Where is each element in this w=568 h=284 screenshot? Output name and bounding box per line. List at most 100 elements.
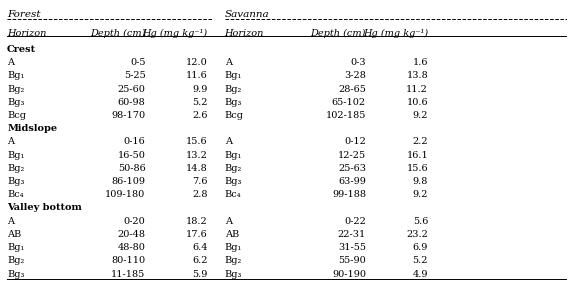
Text: Crest: Crest [7,45,36,54]
Text: Hg (mg kg⁻¹): Hg (mg kg⁻¹) [143,29,208,38]
Text: 5-25: 5-25 [124,71,145,80]
Text: 11-185: 11-185 [111,270,145,279]
Text: 5.2: 5.2 [412,256,428,265]
Text: Horizon: Horizon [225,29,264,38]
Text: Bg₂: Bg₂ [225,164,242,173]
Text: AB: AB [225,230,239,239]
Text: 14.8: 14.8 [186,164,208,173]
Text: 28-65: 28-65 [338,85,366,93]
Text: 12-25: 12-25 [338,151,366,160]
Text: 65-102: 65-102 [332,98,366,107]
Text: Bg₁: Bg₁ [7,243,24,252]
Text: 11.6: 11.6 [186,71,208,80]
Text: A: A [225,137,232,146]
Text: 5.2: 5.2 [192,98,208,107]
Text: A: A [7,217,14,226]
Text: A: A [7,137,14,146]
Text: 9.8: 9.8 [413,177,428,186]
Text: 0-16: 0-16 [124,137,145,146]
Text: Bg₁: Bg₁ [225,71,242,80]
Text: 3-28: 3-28 [344,71,366,80]
Text: 86-109: 86-109 [111,177,145,186]
Text: 6.9: 6.9 [413,243,428,252]
Text: Bg₁: Bg₁ [225,151,242,160]
Text: A: A [7,58,14,67]
Text: A: A [225,217,232,226]
Text: Midslope: Midslope [7,124,57,133]
Text: 0-5: 0-5 [130,58,145,67]
Text: 98-170: 98-170 [111,111,145,120]
Text: 99-188: 99-188 [332,190,366,199]
Text: 15.6: 15.6 [407,164,428,173]
Text: Bg₁: Bg₁ [7,151,24,160]
Text: 80-110: 80-110 [111,256,145,265]
Text: 48-80: 48-80 [118,243,145,252]
Text: 90-190: 90-190 [332,270,366,279]
Text: 23.2: 23.2 [406,230,428,239]
Text: Forest: Forest [7,10,40,19]
Text: 18.2: 18.2 [186,217,208,226]
Text: Bg₂: Bg₂ [7,85,24,93]
Text: 7.6: 7.6 [192,177,208,186]
Text: AB: AB [7,230,21,239]
Text: Bg₃: Bg₃ [225,177,242,186]
Text: 12.0: 12.0 [186,58,208,67]
Text: 102-185: 102-185 [325,111,366,120]
Text: Bg₂: Bg₂ [225,85,242,93]
Text: 9.9: 9.9 [193,85,208,93]
Text: Depth (cm): Depth (cm) [311,29,366,38]
Text: 15.6: 15.6 [186,137,208,146]
Text: Bg₃: Bg₃ [7,98,24,107]
Text: 13.2: 13.2 [186,151,208,160]
Text: Bg₁: Bg₁ [225,243,242,252]
Text: 63-99: 63-99 [338,177,366,186]
Text: 10.6: 10.6 [407,98,428,107]
Text: 5.6: 5.6 [413,217,428,226]
Text: Bg₃: Bg₃ [225,98,242,107]
Text: 2.6: 2.6 [192,111,208,120]
Text: Bcg: Bcg [7,111,26,120]
Text: Bg₂: Bg₂ [7,256,24,265]
Text: 1.6: 1.6 [412,58,428,67]
Text: 25-63: 25-63 [338,164,366,173]
Text: 25-60: 25-60 [118,85,145,93]
Text: 55-90: 55-90 [338,256,366,265]
Text: Hg (mg kg⁻¹): Hg (mg kg⁻¹) [363,29,428,38]
Text: Bg₂: Bg₂ [225,256,242,265]
Text: A: A [225,58,232,67]
Text: 2.8: 2.8 [192,190,208,199]
Text: Bcg: Bcg [225,111,244,120]
Text: Bg₃: Bg₃ [7,270,24,279]
Text: Valley bottom: Valley bottom [7,203,82,212]
Text: 109-180: 109-180 [105,190,145,199]
Text: 11.2: 11.2 [406,85,428,93]
Text: 2.2: 2.2 [412,137,428,146]
Text: 4.9: 4.9 [412,270,428,279]
Text: 16-50: 16-50 [118,151,145,160]
Text: 5.9: 5.9 [193,270,208,279]
Text: Bg₃: Bg₃ [7,177,24,186]
Text: 20-48: 20-48 [118,230,145,239]
Text: 0-3: 0-3 [350,58,366,67]
Text: 6.4: 6.4 [192,243,208,252]
Text: 22-31: 22-31 [338,230,366,239]
Text: Bg₁: Bg₁ [7,71,24,80]
Text: 0-22: 0-22 [344,217,366,226]
Text: 50-86: 50-86 [118,164,145,173]
Text: 13.8: 13.8 [406,71,428,80]
Text: Bc₄: Bc₄ [225,190,241,199]
Text: Bc₄: Bc₄ [7,190,24,199]
Text: 6.2: 6.2 [192,256,208,265]
Text: Depth (cm): Depth (cm) [90,29,145,38]
Text: Bg₂: Bg₂ [7,164,24,173]
Text: Bg₃: Bg₃ [225,270,242,279]
Text: 16.1: 16.1 [406,151,428,160]
Text: 9.2: 9.2 [412,111,428,120]
Text: 60-98: 60-98 [118,98,145,107]
Text: 0-20: 0-20 [124,217,145,226]
Text: Horizon: Horizon [7,29,47,38]
Text: 31-55: 31-55 [338,243,366,252]
Text: 17.6: 17.6 [186,230,208,239]
Text: 9.2: 9.2 [412,190,428,199]
Text: Savanna: Savanna [225,10,269,19]
